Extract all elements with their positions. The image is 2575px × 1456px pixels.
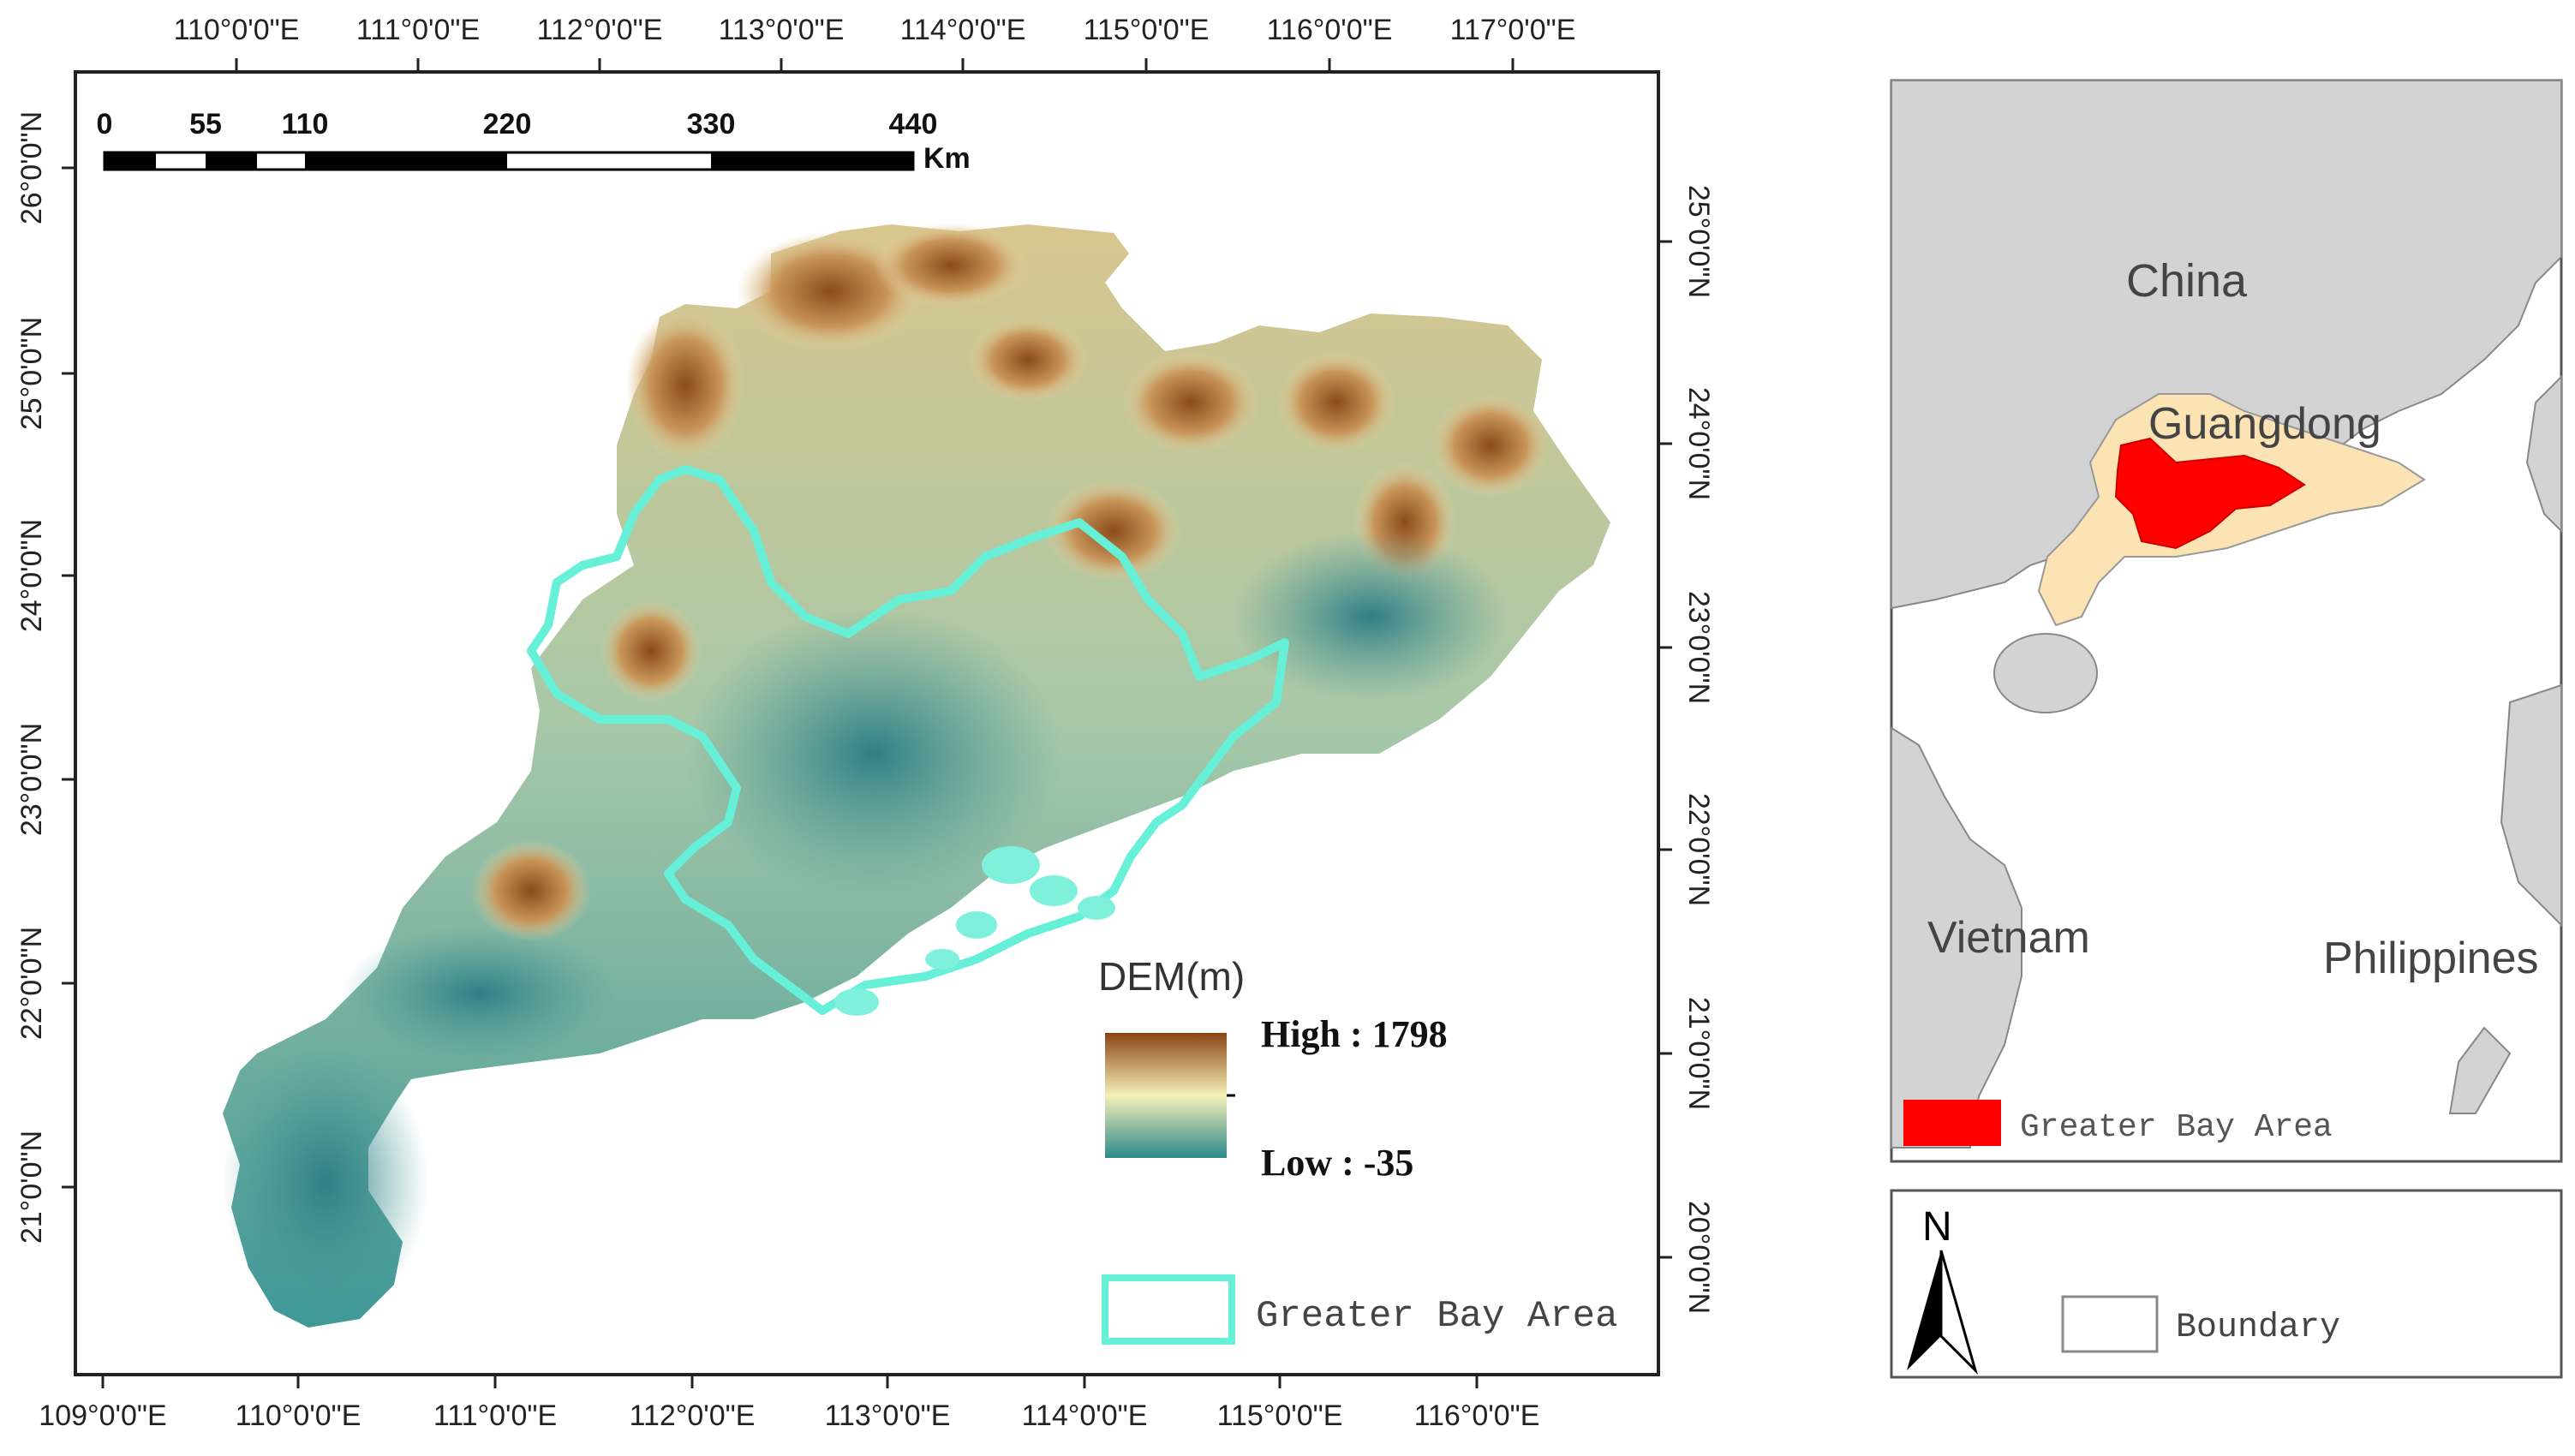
- top-lon-label: 113°0'0"E: [719, 14, 845, 46]
- right-lat-label: 22°0'0"N: [1682, 793, 1715, 906]
- bottom-lon-label: 115°0'0"E: [1217, 1399, 1343, 1432]
- gba-legend-label: Greater Bay Area: [1256, 1295, 1617, 1338]
- bottom-lon-label: 112°0'0"E: [630, 1399, 756, 1432]
- top-lon-label: 110°0'0"E: [174, 14, 300, 46]
- north-label: N: [1922, 1204, 1952, 1250]
- bottom-lon-label: 116°0'0"E: [1414, 1399, 1540, 1432]
- top-lon-label: 115°0'0"E: [1084, 14, 1210, 46]
- inset-map: China Guangdong Vietnam Philippines Grea…: [1890, 79, 2563, 1163]
- indochina-landmass: [1891, 726, 2022, 1149]
- inset-label-philippines: Philippines: [2323, 934, 2539, 983]
- taiwan-island: [2525, 374, 2562, 534]
- dem-terrain: [223, 223, 1610, 1328]
- scale-tick-label: 440: [889, 108, 938, 140]
- dem-legend-title: DEM(m): [1098, 954, 1245, 999]
- dem-color-ramp: [1105, 1033, 1227, 1158]
- north-boundary-legend: N Boundary: [1890, 1189, 2563, 1379]
- scale-tick-label: 0: [97, 108, 113, 140]
- scale-unit: Km: [923, 142, 971, 175]
- scale-bar: 0 55 110 220 330 440 Km: [97, 108, 971, 175]
- right-lat-label: 24°0'0"N: [1682, 387, 1715, 500]
- left-lat-label: 23°0'0"N: [15, 723, 48, 836]
- scale-tick-label: 55: [189, 108, 222, 140]
- scale-tick-label: 110: [282, 108, 329, 140]
- bottom-lon-label: 110°0'0"E: [236, 1399, 361, 1432]
- frame-ticks: [62, 58, 1672, 1388]
- inset-label-guangdong: Guangdong: [2148, 399, 2381, 449]
- boundary-swatch: [2061, 1295, 2159, 1353]
- hainan-island: [1993, 633, 2098, 713]
- inset-label-china: China: [2126, 255, 2248, 307]
- right-lat-label: 20°0'0"N: [1682, 1201, 1715, 1314]
- scale-tick-label: 330: [687, 108, 736, 140]
- scale-tick-label: 220: [483, 108, 532, 140]
- top-lon-label: 111°0'0"E: [356, 14, 480, 46]
- dem-high-label: High : 1798: [1261, 1013, 1448, 1055]
- boundary-label: Boundary: [2176, 1309, 2340, 1347]
- north-arrow-icon: [1907, 1250, 1979, 1375]
- top-lon-label: 116°0'0"E: [1267, 14, 1393, 46]
- gba-boundary: [527, 465, 1289, 1015]
- left-lat-label: 21°0'0"N: [15, 1131, 48, 1244]
- top-lon-label: 112°0'0"E: [537, 14, 663, 46]
- gba-legend-swatch: [1102, 1274, 1235, 1345]
- left-lat-label: 24°0'0"N: [15, 519, 48, 632]
- gba-islands: [834, 846, 1115, 1016]
- gba-inset-region: [2114, 437, 2306, 550]
- dem-low-label: Low : -35: [1261, 1142, 1413, 1184]
- inset-gba-legend-label: Greater Bay Area: [2020, 1109, 2333, 1146]
- inset-gba-swatch: [1903, 1100, 2001, 1146]
- philippines-landmass: [2500, 683, 2562, 928]
- top-lon-label: 114°0'0"E: [900, 14, 1026, 46]
- bottom-lon-label: 114°0'0"E: [1022, 1399, 1148, 1432]
- left-lat-label: 26°0'0"N: [15, 111, 48, 224]
- top-lon-label: 117°0'0"E: [1450, 14, 1576, 46]
- left-lat-label: 22°0'0"N: [15, 927, 48, 1040]
- bottom-lon-label: 109°0'0"E: [39, 1399, 166, 1432]
- left-lat-label: 25°0'0"N: [15, 317, 48, 430]
- right-lat-label: 21°0'0"N: [1682, 997, 1715, 1110]
- right-lat-label: 25°0'0"N: [1682, 185, 1715, 298]
- bottom-lon-label: 113°0'0"E: [825, 1399, 951, 1432]
- inset-label-vietnam: Vietnam: [1927, 913, 2090, 963]
- right-lat-label: 23°0'0"N: [1682, 591, 1715, 704]
- bottom-lon-label: 111°0'0"E: [433, 1399, 557, 1432]
